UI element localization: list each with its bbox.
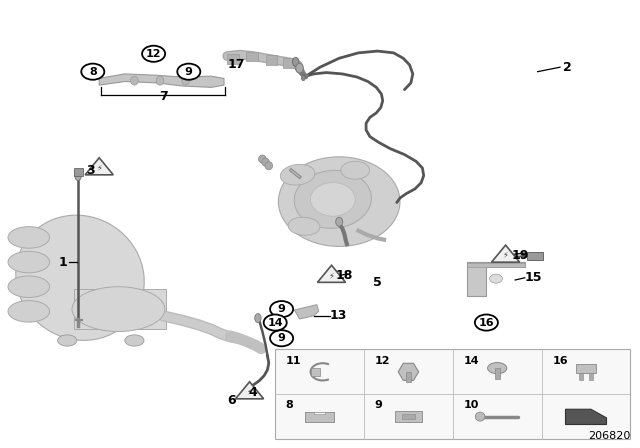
Text: ⚡: ⚡ [246,388,253,396]
Bar [395,411,422,422]
Circle shape [177,64,200,80]
Ellipse shape [265,162,273,170]
Text: 206820: 206820 [588,431,630,441]
Text: 15: 15 [525,271,542,284]
Bar [401,414,415,419]
Ellipse shape [131,76,138,85]
Bar [266,55,277,65]
Ellipse shape [16,215,144,340]
Ellipse shape [336,217,343,226]
Polygon shape [492,245,520,262]
Text: 17: 17 [228,58,246,72]
Text: ⚡: ⚡ [96,164,102,172]
Ellipse shape [288,217,320,235]
Ellipse shape [488,362,507,374]
Text: 7: 7 [159,90,168,103]
Bar [227,54,239,64]
Ellipse shape [8,227,50,248]
Text: 6: 6 [227,394,236,408]
Text: 16: 16 [479,318,494,327]
Text: 8: 8 [286,401,294,410]
Polygon shape [236,382,264,399]
Text: 4: 4 [248,385,257,399]
Text: 9: 9 [278,304,285,314]
Bar [579,373,583,380]
Bar [275,349,630,439]
Polygon shape [398,363,419,380]
Bar [314,412,326,414]
Ellipse shape [259,155,266,163]
Text: 12: 12 [374,356,390,366]
Ellipse shape [8,301,50,322]
Text: 10: 10 [463,401,479,410]
Circle shape [142,46,165,62]
Ellipse shape [292,57,299,66]
Text: 2: 2 [563,60,572,74]
Bar [283,58,294,68]
Ellipse shape [280,164,315,185]
Ellipse shape [310,183,355,216]
Polygon shape [566,409,607,425]
Bar [527,252,543,260]
Ellipse shape [294,170,371,228]
Ellipse shape [296,63,303,73]
Ellipse shape [476,412,485,421]
Ellipse shape [8,251,50,273]
Text: 9: 9 [374,401,383,410]
Text: 14: 14 [268,318,283,327]
Bar [589,373,593,380]
Polygon shape [85,158,113,175]
Polygon shape [317,265,346,282]
Ellipse shape [72,287,165,332]
Text: 19: 19 [512,249,529,262]
Text: 1: 1 [58,255,67,269]
Text: 9: 9 [278,333,285,343]
Bar [74,289,166,329]
Bar [305,412,334,422]
Bar [74,168,83,176]
Circle shape [270,330,293,346]
Text: 9: 9 [185,67,193,77]
Text: 16: 16 [552,356,568,366]
Ellipse shape [75,171,81,181]
Ellipse shape [125,335,144,346]
Text: 8: 8 [89,67,97,77]
Ellipse shape [341,161,370,179]
Text: 14: 14 [463,356,479,366]
Ellipse shape [262,158,269,166]
Circle shape [475,314,498,331]
Text: ⚡: ⚡ [328,271,335,280]
Bar [311,368,319,375]
Bar [467,263,525,267]
Circle shape [81,64,104,80]
Bar [495,368,500,379]
Text: 5: 5 [373,276,382,289]
Ellipse shape [58,335,77,346]
Polygon shape [294,305,319,319]
Text: ⚡: ⚡ [502,251,509,260]
Ellipse shape [255,314,261,323]
Circle shape [490,274,502,283]
Ellipse shape [8,276,50,297]
Circle shape [264,314,287,331]
Ellipse shape [278,157,400,246]
Bar [577,365,596,373]
Ellipse shape [182,76,189,85]
Circle shape [270,301,293,317]
Ellipse shape [301,75,305,81]
Text: 3: 3 [86,164,95,177]
Bar [406,372,411,382]
Text: 11: 11 [286,356,301,366]
Text: 12: 12 [146,49,161,59]
Ellipse shape [156,76,164,85]
Bar [246,52,258,61]
Text: 18: 18 [336,269,353,282]
Polygon shape [99,74,224,87]
Text: 13: 13 [330,309,347,323]
Polygon shape [467,262,525,296]
